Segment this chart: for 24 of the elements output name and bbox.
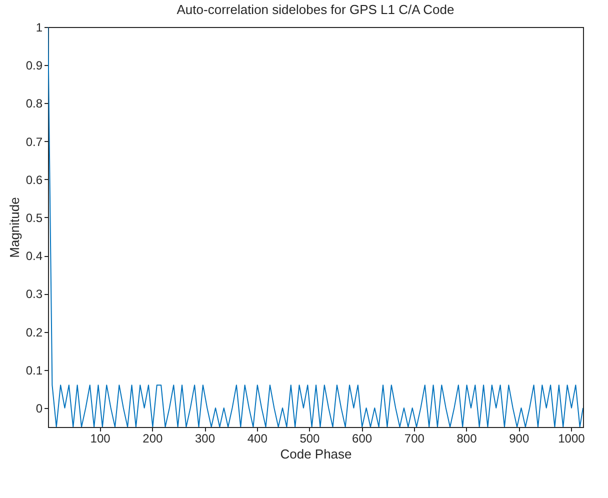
x-tick-label: 700 (404, 432, 425, 446)
x-tick-label: 600 (352, 432, 372, 446)
x-tick-label: 200 (142, 432, 164, 446)
y-tick-label: 0.6 (26, 172, 43, 187)
x-tick-label: 400 (247, 432, 268, 446)
y-tick-label: 0.8 (26, 96, 43, 111)
y-tick-label: 0.4 (26, 249, 43, 264)
y-tick-label: 0 (36, 401, 43, 416)
y-tick-label: 0.3 (26, 287, 43, 302)
y-tick-label: 0.9 (26, 58, 43, 73)
y-axis-title: Magnitude (6, 197, 22, 258)
x-tick-label: 100 (90, 432, 111, 446)
y-tick-label: 1 (36, 20, 43, 34)
x-axis-title: Code Phase (280, 446, 352, 462)
x-tick-label: 500 (300, 432, 320, 446)
chart-title: Auto-correlation sidelobes for GPS L1 C/A Code (176, 2, 454, 17)
y-tick-label: 0.1 (26, 363, 43, 378)
x-tick-label: 800 (456, 432, 478, 446)
x-tick-label: 1000 (558, 432, 586, 446)
y-tick-label: 0.2 (26, 325, 43, 340)
y-tick-label: 0.5 (26, 210, 43, 225)
x-tick-label: 300 (195, 432, 216, 446)
x-tick-label: 900 (509, 432, 530, 446)
y-tick-label: 0.7 (26, 134, 43, 149)
